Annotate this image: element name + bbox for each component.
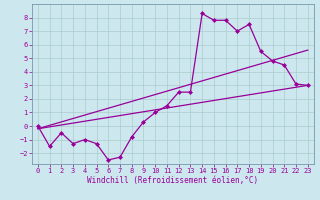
X-axis label: Windchill (Refroidissement éolien,°C): Windchill (Refroidissement éolien,°C)	[87, 176, 258, 185]
